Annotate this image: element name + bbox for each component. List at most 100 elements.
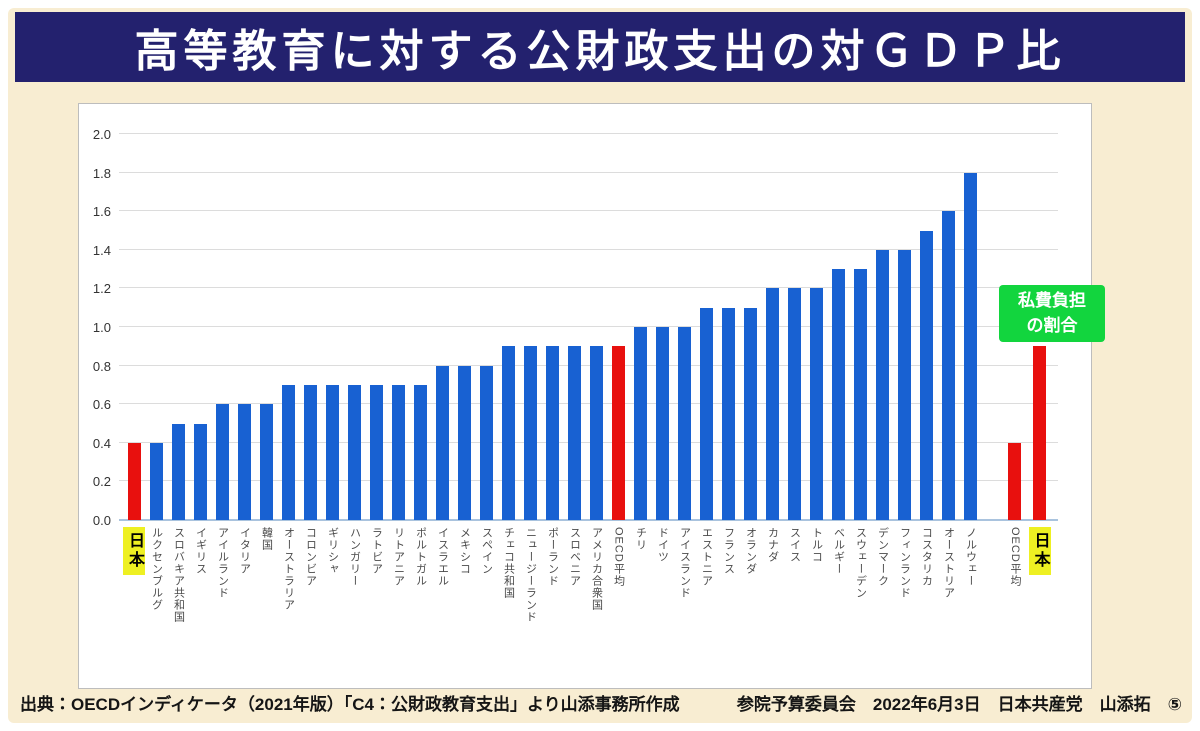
title-bar: 高等教育に対する公財政支出の対ＧＤＰ比 [15, 12, 1185, 82]
bar-slot [761, 134, 783, 520]
bar-label: スロベニア [568, 527, 581, 587]
bar-ポルトガル [413, 384, 427, 520]
bar-label: デンマーク [876, 527, 889, 587]
bar-slot [585, 134, 607, 520]
bar-slot [453, 134, 475, 520]
bar-label: イタリア [238, 527, 251, 575]
bar-label: チリ [634, 527, 647, 551]
bar-label: トルコ [810, 527, 823, 563]
bar-column: イタリア [233, 134, 255, 575]
gridline [119, 480, 1058, 482]
bar-label: スペイン [480, 527, 493, 575]
bar-イタリア [237, 404, 251, 520]
bar-label: フランス [722, 527, 735, 575]
bar-オランダ [743, 307, 757, 520]
chart-card: 0.0 0.2 0.4 0.6 0.8 1.0 1.2 1.4 1.6 1.8 2.0 日本 ルクセン… [78, 103, 1105, 689]
bar-slot [959, 134, 981, 520]
bar-メキシコ [457, 365, 471, 520]
source-text: 出典：OECDインディケータ（2021年版）「C4：公財政教育支出」より山添事務… [20, 695, 680, 714]
bar-slot [607, 134, 629, 520]
bar-label: ポルトガル [414, 527, 427, 587]
bar-column: スウェーデン [849, 134, 871, 599]
bar-column: スペイン [475, 134, 497, 575]
bar-column: ニュージーランド [519, 134, 541, 623]
bar-column: ルクセンブルグ [145, 134, 167, 611]
bar-slot [739, 134, 761, 520]
gridline [119, 210, 1058, 212]
bar-column: ポーランド [541, 134, 563, 587]
bar-column: ベルギー [827, 134, 849, 575]
y-axis-tick: 1.8 [92, 165, 111, 181]
bar-イスラエル [435, 365, 449, 520]
bar-label: カナダ [766, 527, 779, 563]
bar-column: OECD平均 [1002, 134, 1027, 587]
bar-イギリス [193, 423, 207, 520]
bar-column: エストニア [695, 134, 717, 587]
bar-label: オーストラリア [282, 527, 295, 611]
bar-コロンビア [303, 384, 317, 520]
bar-slot [255, 134, 277, 520]
y-axis-tick: 0.8 [92, 358, 111, 374]
bar-column: アイルランド [211, 134, 233, 599]
bar-label: ルクセンブルグ [150, 527, 163, 611]
bar-slot [849, 134, 871, 520]
bar-slot [1002, 134, 1027, 520]
bar-コスタリカ [919, 230, 933, 520]
bar-column: ノルウェー [959, 134, 981, 587]
bar-column: 韓国 [255, 134, 277, 551]
bar-slot [299, 134, 321, 520]
bar-column: コロンビア [299, 134, 321, 587]
bar-エストニア [699, 307, 713, 520]
bar-label: スロバキア共和国 [172, 527, 185, 623]
bar-slot [937, 134, 959, 520]
bar-label: メキシコ [458, 527, 471, 575]
bar-column: オーストリア [937, 134, 959, 599]
y-axis-tick: 1.6 [92, 204, 111, 220]
bar-ハンガリー [347, 384, 361, 520]
bar-slot [343, 134, 365, 520]
bar-アイルランド [215, 404, 229, 520]
x-axis-line [119, 519, 1058, 521]
bar-slot [277, 134, 299, 520]
bar-column: オーストラリア [277, 134, 299, 611]
y-axis-tick: 0.6 [92, 397, 111, 413]
bar-column: ハンガリー [343, 134, 365, 587]
bar-slot [563, 134, 585, 520]
bar-ラトビア [369, 384, 383, 520]
gridline [119, 403, 1058, 405]
bar-column: イスラエル [431, 134, 453, 587]
bar-label: ニュージーランド [524, 527, 537, 623]
bar-スロバキア共和国 [171, 423, 185, 520]
bar-ノルウェー [963, 172, 977, 520]
bar-label: オランダ [744, 527, 757, 575]
bar-column: アメリカ合衆国 [585, 134, 607, 611]
bar-column: チリ [629, 134, 651, 551]
bar-スウェーデン [853, 269, 867, 520]
bar-column: カナダ [761, 134, 783, 563]
bar-column: ポルトガル [409, 134, 431, 587]
bar-column: ギリシャ [321, 134, 343, 575]
bar-slot [651, 134, 673, 520]
bar-label: スウェーデン [854, 527, 867, 599]
bar-オーストラリア [281, 384, 295, 520]
bar-チェコ共和国 [501, 346, 515, 520]
bar-label: 日本 [123, 527, 145, 575]
bar-slot [321, 134, 343, 520]
bar-label: 韓国 [260, 527, 273, 551]
bar-column: 日本 [123, 134, 145, 575]
bar-label: コロンビア [304, 527, 317, 587]
bar-OECD平均 [611, 346, 625, 520]
bar-デンマーク [875, 249, 889, 520]
bar-slot [475, 134, 497, 520]
bar-label: ギリシャ [326, 527, 339, 575]
bar-slot [167, 134, 189, 520]
bar-column: OECD平均 [607, 134, 629, 587]
plot-area: 0.0 0.2 0.4 0.6 0.8 1.0 1.2 1.4 1.6 1.8 2.0 [93, 128, 1058, 527]
bar-チリ [633, 327, 647, 520]
bar-label: ノルウェー [964, 527, 977, 587]
bar-slot [629, 134, 651, 520]
bars-container: 日本 ルクセンブルグ スロバキア共和国 イギリス アイルランド イタリア 韓国 オーストラリア… [123, 134, 1052, 623]
gridline [119, 287, 1058, 289]
bar-slot [145, 134, 167, 520]
bar-label: アイスランド [678, 527, 691, 599]
